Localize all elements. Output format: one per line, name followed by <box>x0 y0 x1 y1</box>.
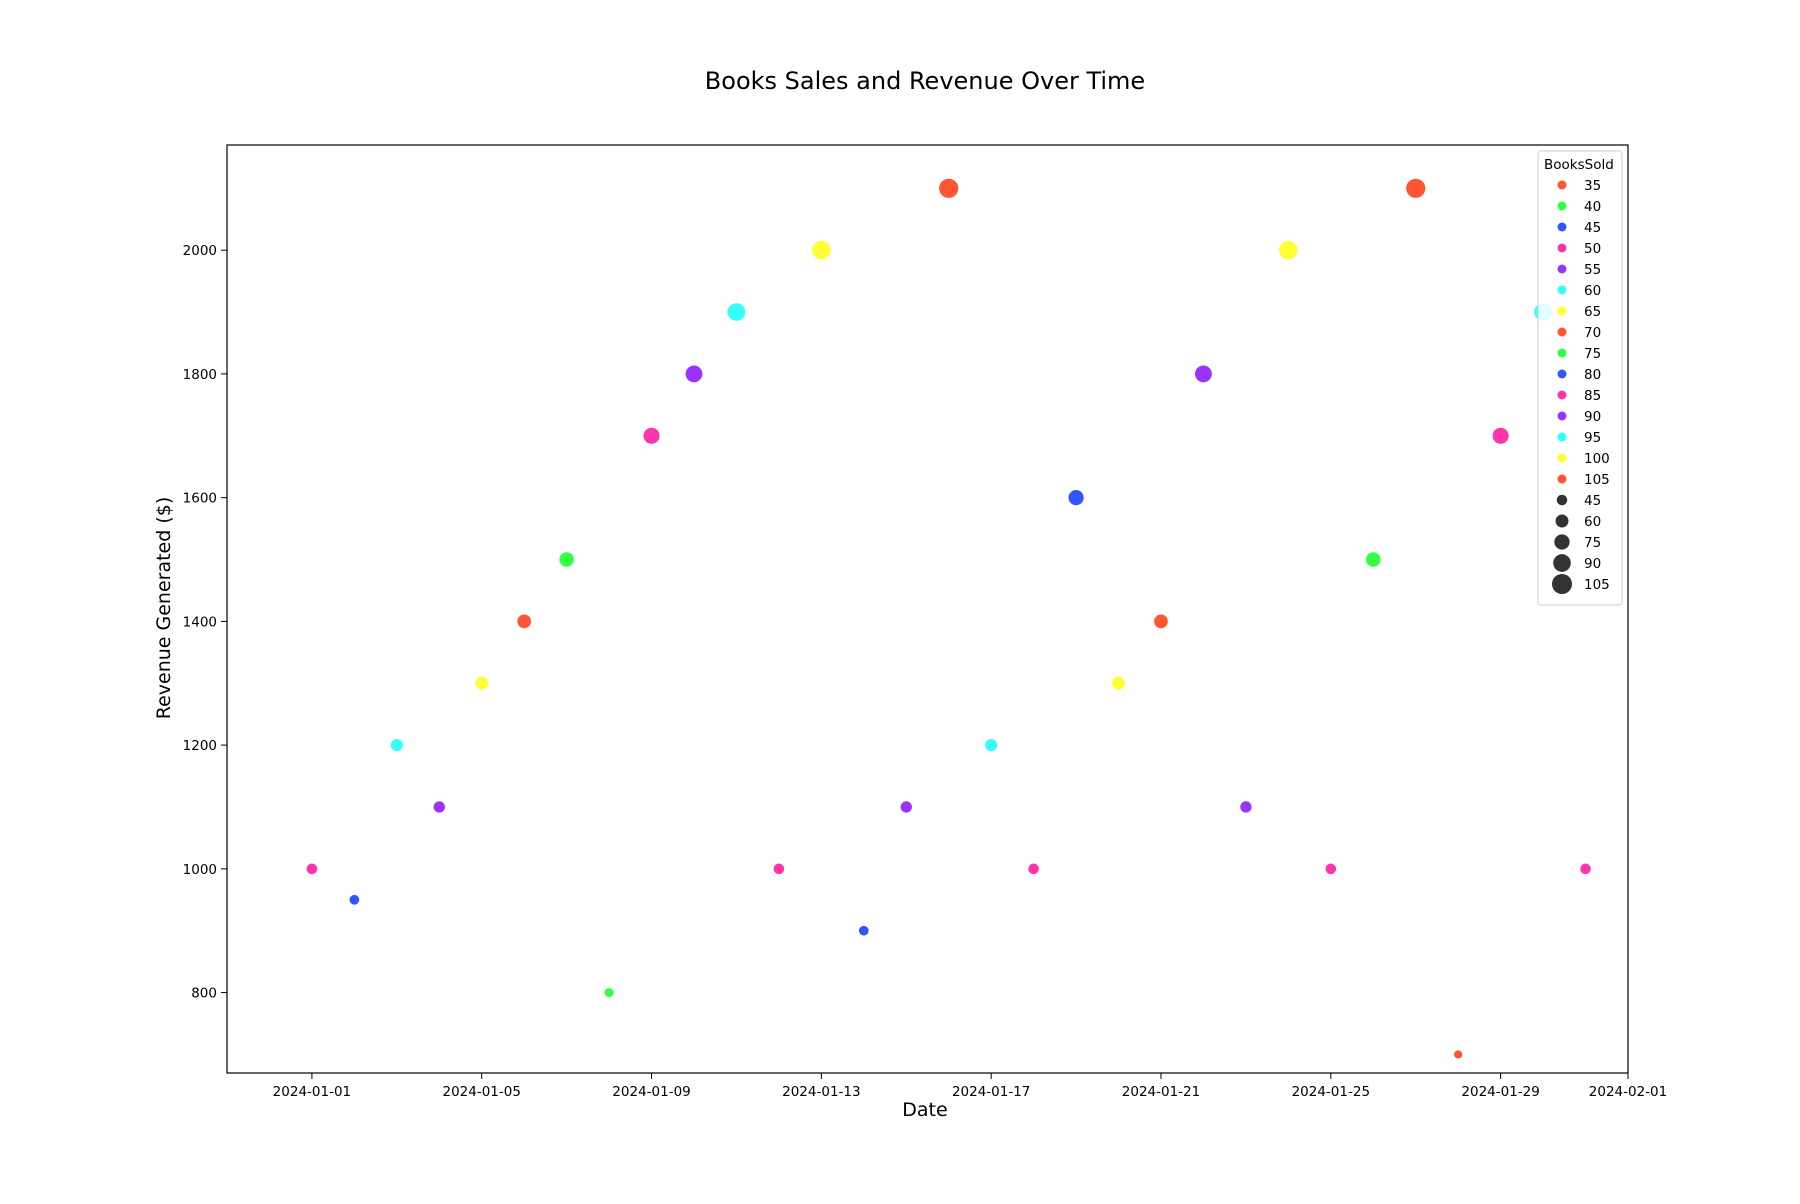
data-point <box>684 364 704 384</box>
legend-size-label: 45 <box>1584 493 1601 509</box>
data-point <box>1239 800 1253 814</box>
x-tick-label: 2024-01-29 <box>1461 1084 1539 1100</box>
data-point <box>1067 489 1085 507</box>
legend-label: 70 <box>1584 325 1601 341</box>
y-tick-label: 800 <box>191 986 217 1002</box>
legend-marker <box>1557 474 1567 484</box>
y-tick-label: 1600 <box>183 491 217 507</box>
x-tick-label: 2024-01-13 <box>782 1084 860 1100</box>
x-tick-label: 2024-02-01 <box>1589 1084 1667 1100</box>
legend-marker <box>1557 432 1567 442</box>
legend-title: BooksSold <box>1544 157 1614 173</box>
x-tick-label: 2024-01-25 <box>1292 1084 1370 1100</box>
legend: BooksSold 35 40 45 50 55 60 65 70 75 80 85 90 95 100 10… <box>1537 150 1623 606</box>
data-point <box>305 862 318 875</box>
data-point <box>1153 613 1169 630</box>
data-point <box>1491 426 1510 445</box>
legend-size-marker <box>1555 514 1569 528</box>
legend-marker <box>1557 348 1567 358</box>
data-point <box>1405 177 1427 199</box>
legend-marker <box>1557 453 1567 463</box>
x-tick-label: 2024-01-09 <box>612 1084 690 1100</box>
legend-marker <box>1557 390 1567 400</box>
legend-size-marker <box>1552 574 1572 594</box>
legend-marker <box>1557 243 1567 253</box>
legend-size-label: 105 <box>1584 577 1610 593</box>
legend-label: 100 <box>1584 451 1610 467</box>
legend-marker <box>1557 327 1567 337</box>
legend-label: 80 <box>1584 367 1601 383</box>
x-axis-label: Date <box>902 1099 947 1121</box>
legend-size-marker <box>1554 534 1570 550</box>
data-point <box>389 738 404 752</box>
data-point <box>1324 862 1337 875</box>
legend-label: 75 <box>1584 346 1601 362</box>
data-point <box>558 551 575 568</box>
data-point <box>772 862 785 875</box>
legend-label: 50 <box>1584 241 1601 257</box>
data-point <box>811 240 832 261</box>
data-point <box>1027 862 1040 875</box>
data-point <box>603 987 615 998</box>
legend-label: 65 <box>1584 304 1601 320</box>
legend-label: 90 <box>1584 409 1601 425</box>
legend-marker <box>1557 411 1567 421</box>
data-point <box>432 800 446 814</box>
legend-label: 95 <box>1584 430 1601 446</box>
legend-label: 105 <box>1584 472 1610 488</box>
legend-marker <box>1557 369 1567 379</box>
data-point <box>642 426 661 445</box>
data-point <box>1579 862 1592 875</box>
legend-size-label: 60 <box>1584 514 1601 530</box>
legend-size-label: 75 <box>1584 535 1601 551</box>
data-point <box>938 177 960 199</box>
legend-size-marker <box>1553 554 1571 572</box>
x-tick-label: 2024-01-05 <box>442 1084 520 1100</box>
y-tick-label: 2000 <box>183 243 217 259</box>
data-point <box>726 302 747 322</box>
data-point <box>1278 240 1299 261</box>
legend-marker <box>1557 201 1567 211</box>
x-tick-label: 2024-01-01 <box>273 1084 351 1100</box>
legend-box <box>1537 150 1623 606</box>
data-point <box>1453 1049 1464 1060</box>
legend-label: 40 <box>1584 199 1601 215</box>
data-point <box>858 925 870 937</box>
legend-label: 45 <box>1584 220 1601 236</box>
chart-title: Books Sales and Revenue Over Time <box>705 67 1145 95</box>
data-point <box>899 800 913 814</box>
legend-label: 55 <box>1584 262 1601 278</box>
legend-size-label: 90 <box>1584 556 1601 572</box>
x-tick-label: 2024-01-21 <box>1122 1084 1200 1100</box>
data-point <box>984 738 999 752</box>
y-tick-label: 1000 <box>183 862 217 878</box>
legend-marker <box>1557 180 1567 190</box>
legend-label: 85 <box>1584 388 1601 404</box>
legend-marker <box>1557 222 1567 232</box>
axes: 2024-01-01 2024-01-05 2024-01-09 2024-01-13… <box>183 144 1667 1100</box>
legend-label: 35 <box>1584 178 1601 194</box>
y-tick-label: 1400 <box>183 614 217 630</box>
legend-size-marker <box>1556 494 1568 506</box>
data-point <box>1194 364 1213 384</box>
legend-marker <box>1557 306 1567 316</box>
plot-frame <box>226 144 1629 1074</box>
x-tick-label: 2024-01-17 <box>952 1084 1030 1100</box>
legend-label: 60 <box>1584 283 1601 299</box>
y-tick-label: 1800 <box>183 367 217 383</box>
data-point <box>516 613 532 630</box>
y-tick-label: 1200 <box>183 738 217 754</box>
data-point <box>348 894 361 906</box>
legend-marker <box>1557 285 1567 295</box>
legend-marker <box>1557 264 1567 274</box>
data-point <box>474 675 489 691</box>
data-point <box>1365 551 1382 568</box>
data-point <box>1111 675 1126 691</box>
y-axis-label: Revenue Generated ($) <box>153 497 175 720</box>
